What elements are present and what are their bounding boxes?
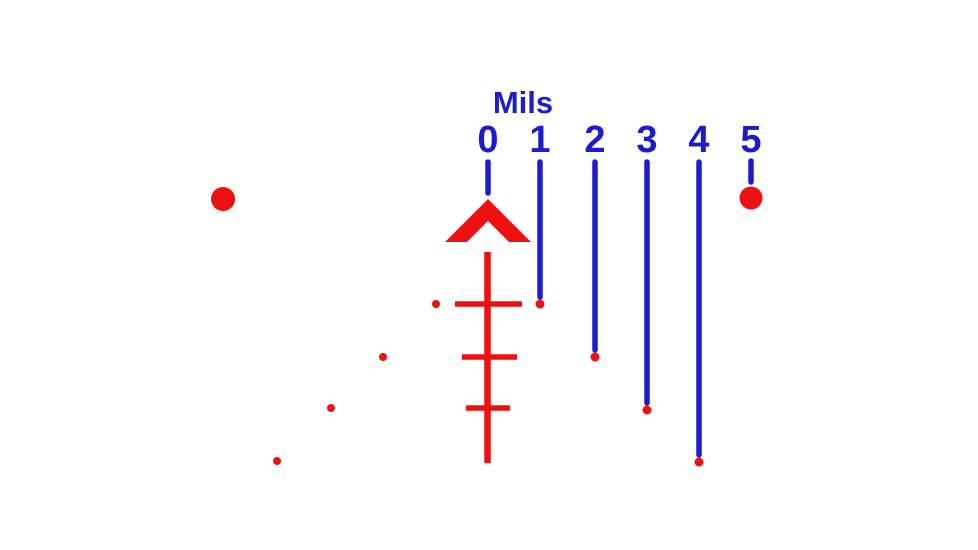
reticle-group <box>445 199 531 463</box>
large-dot-left <box>211 187 235 211</box>
mil-label-1: 1 <box>529 119 550 161</box>
mil-label-4: 4 <box>688 119 709 161</box>
large-dots-group <box>211 186 763 211</box>
holdover-dot-2 <box>379 353 387 361</box>
mil-end-dot-1 <box>535 299 545 309</box>
mil-label-3: 3 <box>636 119 657 161</box>
mil-label-0: 0 <box>477 119 498 161</box>
chevron-icon <box>445 199 531 242</box>
mil-label-2: 2 <box>584 119 605 161</box>
holdover-dots-group <box>273 300 440 465</box>
mil-scale-title: Mils <box>493 85 553 120</box>
mil-end-dot-3 <box>642 405 652 415</box>
holdover-dot-4 <box>273 457 281 465</box>
mil-end-dot-2 <box>590 352 600 362</box>
mil-end-dot-4 <box>694 457 704 467</box>
large-dot-right <box>739 186 763 210</box>
mil-label-5: 5 <box>740 119 761 161</box>
holdover-dot-1 <box>432 300 440 308</box>
holdover-dot-3 <box>327 404 335 412</box>
